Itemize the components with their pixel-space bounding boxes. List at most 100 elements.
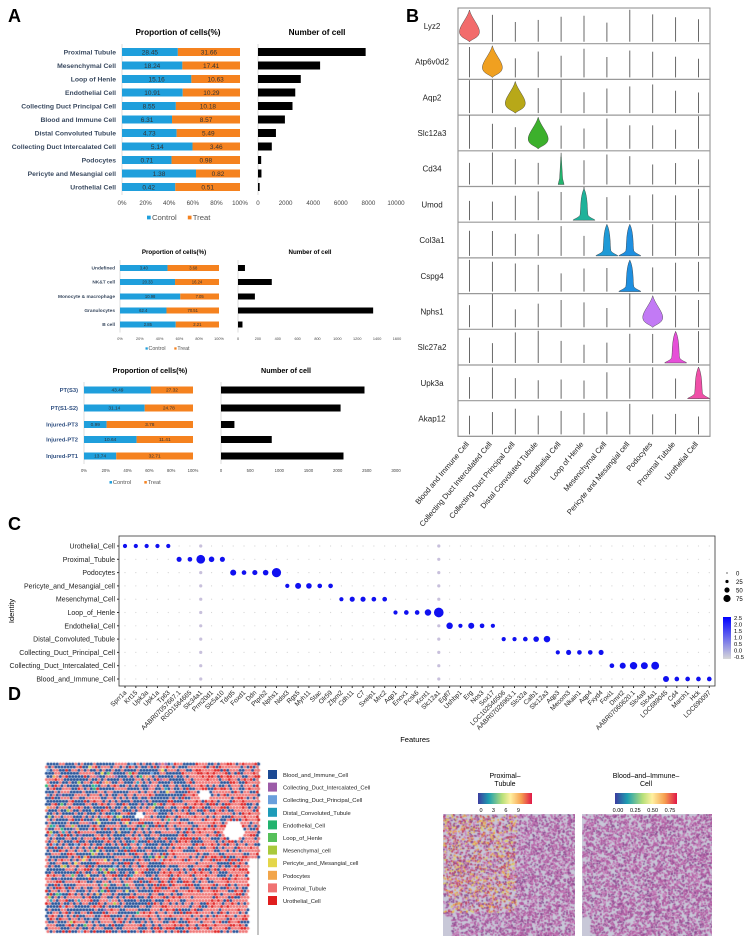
expression-dot: [405, 572, 407, 574]
violin-shape: [527, 117, 549, 150]
expression-dot: [632, 572, 635, 574]
count-bar: [258, 129, 276, 137]
control-value: 18.24: [144, 63, 161, 70]
expression-dot: [546, 651, 548, 654]
x-tick-label: 0: [237, 337, 239, 341]
expression-dot: [492, 572, 494, 574]
control-value: 20.33: [142, 279, 153, 284]
gene-label: Upk3a: [420, 379, 444, 388]
expression-dot: [503, 598, 505, 600]
expression-dot: [665, 638, 667, 640]
blood-immune-tissue-map: [582, 814, 712, 936]
expression-dot: [254, 651, 256, 654]
expression-dot: [339, 597, 344, 602]
expression-dot: [124, 625, 126, 627]
expression-dot: [503, 665, 505, 667]
expression-dot: [373, 572, 375, 574]
expression-dot: [297, 558, 299, 560]
expression-dot: [286, 611, 288, 614]
expression-dot: [275, 625, 278, 627]
expression-dot: [611, 638, 613, 640]
expression-dot: [568, 611, 570, 614]
expression-dot: [665, 625, 667, 627]
x-tick-label: 10000: [387, 200, 405, 207]
expression-dot: [468, 622, 475, 629]
expression-dot: [524, 651, 526, 654]
expression-dot: [427, 665, 429, 667]
expression-dot: [546, 678, 548, 680]
expression-dot: [513, 665, 516, 667]
expression-dot: [459, 558, 462, 560]
size-legend-label: 75: [736, 597, 743, 603]
x-tick-label: 100%: [232, 200, 248, 207]
category-label: Injured-PT1: [46, 454, 79, 460]
expression-dot: [513, 585, 516, 587]
x-tick-label: 1400: [373, 337, 381, 341]
treat-bar: [196, 169, 240, 178]
expression-dot: [427, 598, 429, 600]
expression-dot: [535, 651, 537, 654]
color-scale-label: 9: [517, 808, 520, 814]
expression-dot: [124, 651, 126, 654]
expression-dot: [405, 585, 407, 587]
expression-dot: [662, 675, 670, 683]
expression-dot: [394, 558, 397, 560]
expression-dot: [122, 543, 128, 549]
expression-dot: [156, 598, 159, 600]
control-bar: [122, 102, 176, 110]
expression-dot: [382, 596, 388, 602]
count-bar: [258, 169, 262, 178]
expression-dot: [286, 558, 288, 560]
expression-dot: [252, 570, 258, 576]
expression-dot: [199, 664, 203, 668]
gene-label: Umod: [421, 200, 442, 209]
expression-dot: [329, 598, 332, 600]
expression-dot: [437, 571, 441, 575]
expression-dot: [546, 558, 548, 560]
expression-dot: [373, 638, 375, 640]
expression-dot: [178, 585, 180, 587]
expression-dot: [697, 625, 700, 627]
control-bar: [84, 404, 145, 412]
expression-dot: [416, 585, 418, 587]
expression-dot: [687, 625, 689, 627]
expression-dot: [708, 651, 710, 654]
control-bar: [120, 307, 167, 314]
expression-dot: [708, 665, 710, 667]
expression-dot: [384, 545, 386, 547]
expression-dot: [414, 610, 420, 615]
expression-dot: [578, 678, 581, 680]
expression-dot: [481, 572, 483, 574]
expression-dot: [340, 651, 342, 654]
expression-dot: [405, 651, 407, 654]
expression-dot: [156, 558, 159, 560]
expression-dot: [632, 651, 635, 654]
expression-dot: [156, 638, 159, 640]
expression-dot: [167, 598, 169, 600]
expression-dot: [546, 572, 548, 574]
expression-dot: [146, 625, 148, 627]
control-value: 8.55: [143, 103, 156, 110]
count-bar: [258, 142, 272, 151]
expression-dot: [533, 636, 539, 642]
expression-dot: [611, 558, 613, 560]
category-label: Undefined: [92, 266, 116, 272]
legend-label-treat: Treat: [148, 480, 161, 486]
violin-shape: [557, 152, 565, 185]
control-value: 31.14: [108, 406, 120, 412]
treat-value: 16.24: [192, 279, 203, 284]
expression-dot: [394, 651, 397, 654]
expression-dot: [449, 545, 451, 547]
category-label: PT(S3): [60, 388, 78, 394]
expression-dot: [124, 611, 126, 614]
legend-label: Blood_and_Immune_Cell: [283, 773, 348, 779]
expression-dot: [340, 572, 342, 574]
expression-dot: [156, 651, 159, 654]
expression-dot: [589, 678, 591, 680]
identity-label: Loop_of_Henle: [68, 610, 116, 617]
expression-dot: [308, 678, 310, 680]
color-scale-label: 2.0: [734, 623, 742, 629]
expression-dot: [340, 585, 342, 587]
expression-dot: [427, 572, 429, 574]
expression-dot: [449, 651, 451, 654]
